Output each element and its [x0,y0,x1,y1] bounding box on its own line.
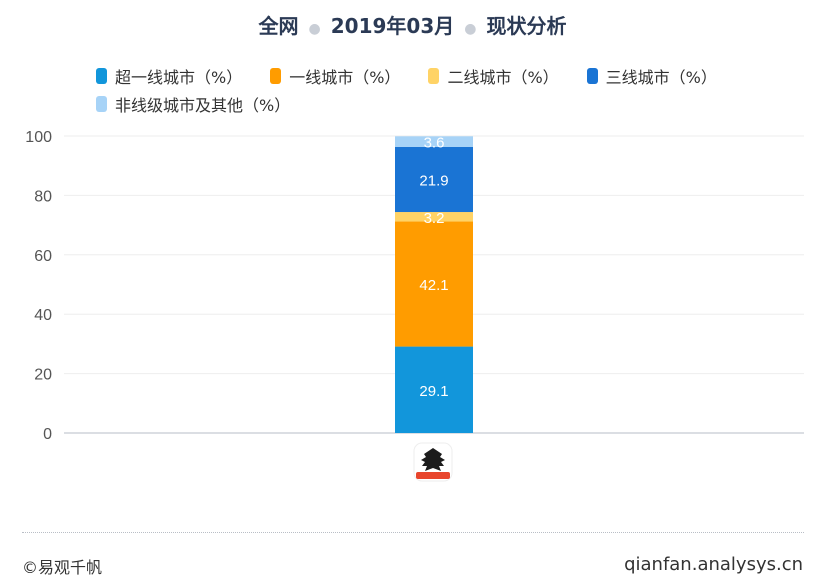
legend-label: 超一线城市（%） [115,68,243,87]
bar-segment-2[interactable] [395,212,473,222]
legend-label: 非线级城市及其他（%） [115,96,291,115]
title-separator-dot: ● [464,21,477,37]
y-tick-label: 60 [34,248,52,265]
y-tick-label: 0 [43,426,52,443]
bar-segment-0[interactable] [395,346,473,433]
lion-icon [421,448,445,471]
y-tick-label: 100 [25,129,52,146]
data-label-0: 29.1 [419,383,448,400]
legend-row-1: 超一线城市（%） 一线城市（%） 二线城市（%） 三线城市（%） [96,62,776,90]
y-tick-label: 20 [34,367,52,384]
data-labels: 29.1 42.1 3.2 21.9 3.6 [419,135,448,400]
legend-label: 一线城市（%） [289,68,401,87]
title-scope: 全网 [258,14,299,38]
legend-item-tier1[interactable]: 一线城市（%） [270,64,400,88]
stacked-bar [395,136,473,433]
legend-swatch [96,68,107,84]
legend-swatch [586,68,598,84]
legend-label: 二线城市（%） [447,68,559,87]
bar-segment-4[interactable] [395,136,473,147]
legend-row-2: 非线级城市及其他（%） [96,90,776,118]
data-label-3: 21.9 [419,173,448,190]
bar-segment-1[interactable] [395,221,473,347]
legend-label: 三线城市（%） [605,68,717,87]
legend-swatch [428,68,440,84]
legend-item-super-tier1[interactable]: 超一线城市（%） [96,64,242,88]
legend-item-tier3[interactable]: 三线城市（%） [586,64,717,88]
data-label-4: 3.6 [424,135,445,152]
chart-legend: 超一线城市（%） 一线城市（%） 二线城市（%） 三线城市（%） 非线级城市及其… [96,62,776,118]
legend-item-tier2[interactable]: 二线城市（%） [428,64,559,88]
app-icon-banner [416,472,450,479]
data-label-1: 42.1 [419,277,448,294]
title-subject: 现状分析 [486,14,567,38]
footer-website[interactable]: qianfan.analysys.cn [624,554,803,575]
legend-swatch [270,68,282,84]
chart-title: 全网 ● 2019年03月 ● 现状分析 [0,10,825,39]
legend-item-other[interactable]: 非线级城市及其他（%） [96,92,290,116]
bar-segment-3[interactable] [395,146,473,213]
legend-swatch [96,96,107,112]
y-axis-ticks: 0 20 40 60 80 100 [25,129,52,443]
y-tick-label: 80 [34,188,52,205]
data-label-2: 3.2 [424,210,445,227]
footer-divider [22,532,804,533]
x-axis-category-icon [413,442,453,482]
footer-copyright: ©易观千帆 [22,558,103,577]
y-tick-label: 40 [34,307,52,324]
title-period: 2019年03月 [330,14,455,38]
title-separator-dot: ● [308,21,321,37]
